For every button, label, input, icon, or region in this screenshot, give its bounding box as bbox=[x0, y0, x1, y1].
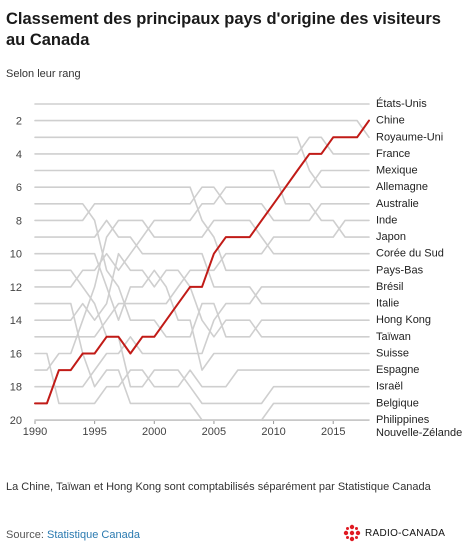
radio-canada-logo: RADIO-CANADA bbox=[343, 524, 445, 542]
series-label-australie: Australie bbox=[376, 198, 419, 210]
x-tick-label: 2010 bbox=[261, 426, 285, 438]
series-label-hong-kong: Hong Kong bbox=[376, 314, 431, 326]
y-tick-label: 6 bbox=[16, 182, 22, 194]
x-tick-label: 1990 bbox=[23, 426, 47, 438]
series-label-france: France bbox=[376, 148, 410, 160]
radio-canada-gem-icon bbox=[343, 524, 361, 542]
source-label: Source: bbox=[6, 529, 44, 541]
y-tick-label: 14 bbox=[10, 315, 22, 327]
series-line-royaume-uni bbox=[34, 119, 370, 139]
series-label-nouvelle-zelande: Nouvelle-Zélande bbox=[376, 427, 462, 439]
series-line-australie bbox=[34, 186, 370, 222]
logo-text: RADIO-CANADA bbox=[365, 527, 446, 539]
series-label-pays-bas: Pays-Bas bbox=[376, 264, 424, 276]
chart-title: Classement des principaux pays d'origine… bbox=[6, 10, 441, 49]
y-tick-label: 10 bbox=[10, 249, 22, 261]
series-label-japon: Japon bbox=[376, 231, 406, 243]
series-line-israel bbox=[34, 269, 370, 405]
source-link[interactable]: Statistique Canada bbox=[46, 529, 140, 541]
series-line-hong-kong bbox=[34, 203, 370, 338]
series-line-chine bbox=[34, 119, 370, 405]
series-line-mexique bbox=[34, 169, 370, 288]
series-line-allemagne bbox=[34, 136, 370, 188]
series-line-france bbox=[34, 136, 370, 155]
series-label-inde: Inde bbox=[376, 214, 397, 226]
footnote: La Chine, Taïwan et Hong Kong sont compt… bbox=[6, 481, 431, 493]
series-line-inde bbox=[34, 219, 370, 338]
series-line-suisse bbox=[34, 252, 370, 371]
series-label-etats-unis: États-Unis bbox=[376, 97, 427, 110]
series-label-royaume-uni: Royaume-Uni bbox=[376, 131, 443, 143]
x-tick-label: 2015 bbox=[321, 426, 345, 438]
y-tick-label: 20 bbox=[10, 415, 22, 427]
y-tick-label: 16 bbox=[10, 348, 22, 360]
y-tick-label: 12 bbox=[10, 282, 22, 294]
series-label-italie: Italie bbox=[376, 298, 399, 310]
series-label-bresil: Brésil bbox=[376, 281, 404, 293]
series-label-espagne: Espagne bbox=[376, 364, 419, 376]
x-tick-label: 1995 bbox=[82, 426, 106, 438]
series-label-philippines: Philippines bbox=[376, 414, 430, 426]
rank-chart: 1990 1995 2000 2005 2010 2015 2 4 6 8 10 12 14 16 18 20… bbox=[10, 97, 462, 439]
series-line-taiwan bbox=[34, 252, 370, 338]
series-label-chine: Chine bbox=[376, 115, 405, 127]
series-line-japon bbox=[34, 169, 370, 238]
series-label-israel: Israël bbox=[376, 381, 403, 393]
series-line-pays-bas bbox=[34, 186, 370, 272]
series-label-allemagne: Allemagne bbox=[376, 181, 428, 193]
series-label-taiwan: Taïwan bbox=[376, 331, 411, 343]
series-label-belgique: Belgique bbox=[376, 397, 419, 409]
series-line-espagne bbox=[34, 352, 370, 405]
y-tick-label: 4 bbox=[16, 149, 22, 161]
series-line-coree-du-sud bbox=[34, 219, 370, 371]
x-tick-label: 2000 bbox=[142, 426, 166, 438]
series-label-coree-du-sud: Corée du Sud bbox=[376, 248, 444, 260]
x-tick-label: 2005 bbox=[202, 426, 226, 438]
y-tick-label: 18 bbox=[10, 382, 22, 394]
source-line: Source: Statistique Canada bbox=[6, 529, 140, 541]
y-tick-label: 2 bbox=[16, 116, 22, 128]
y-tick-label: 8 bbox=[16, 215, 22, 227]
series-line-italie bbox=[34, 219, 370, 305]
series-label-mexique: Mexique bbox=[376, 165, 418, 177]
series-label-suisse: Suisse bbox=[376, 347, 409, 359]
chart-subtitle: Selon leur rang bbox=[6, 68, 81, 80]
